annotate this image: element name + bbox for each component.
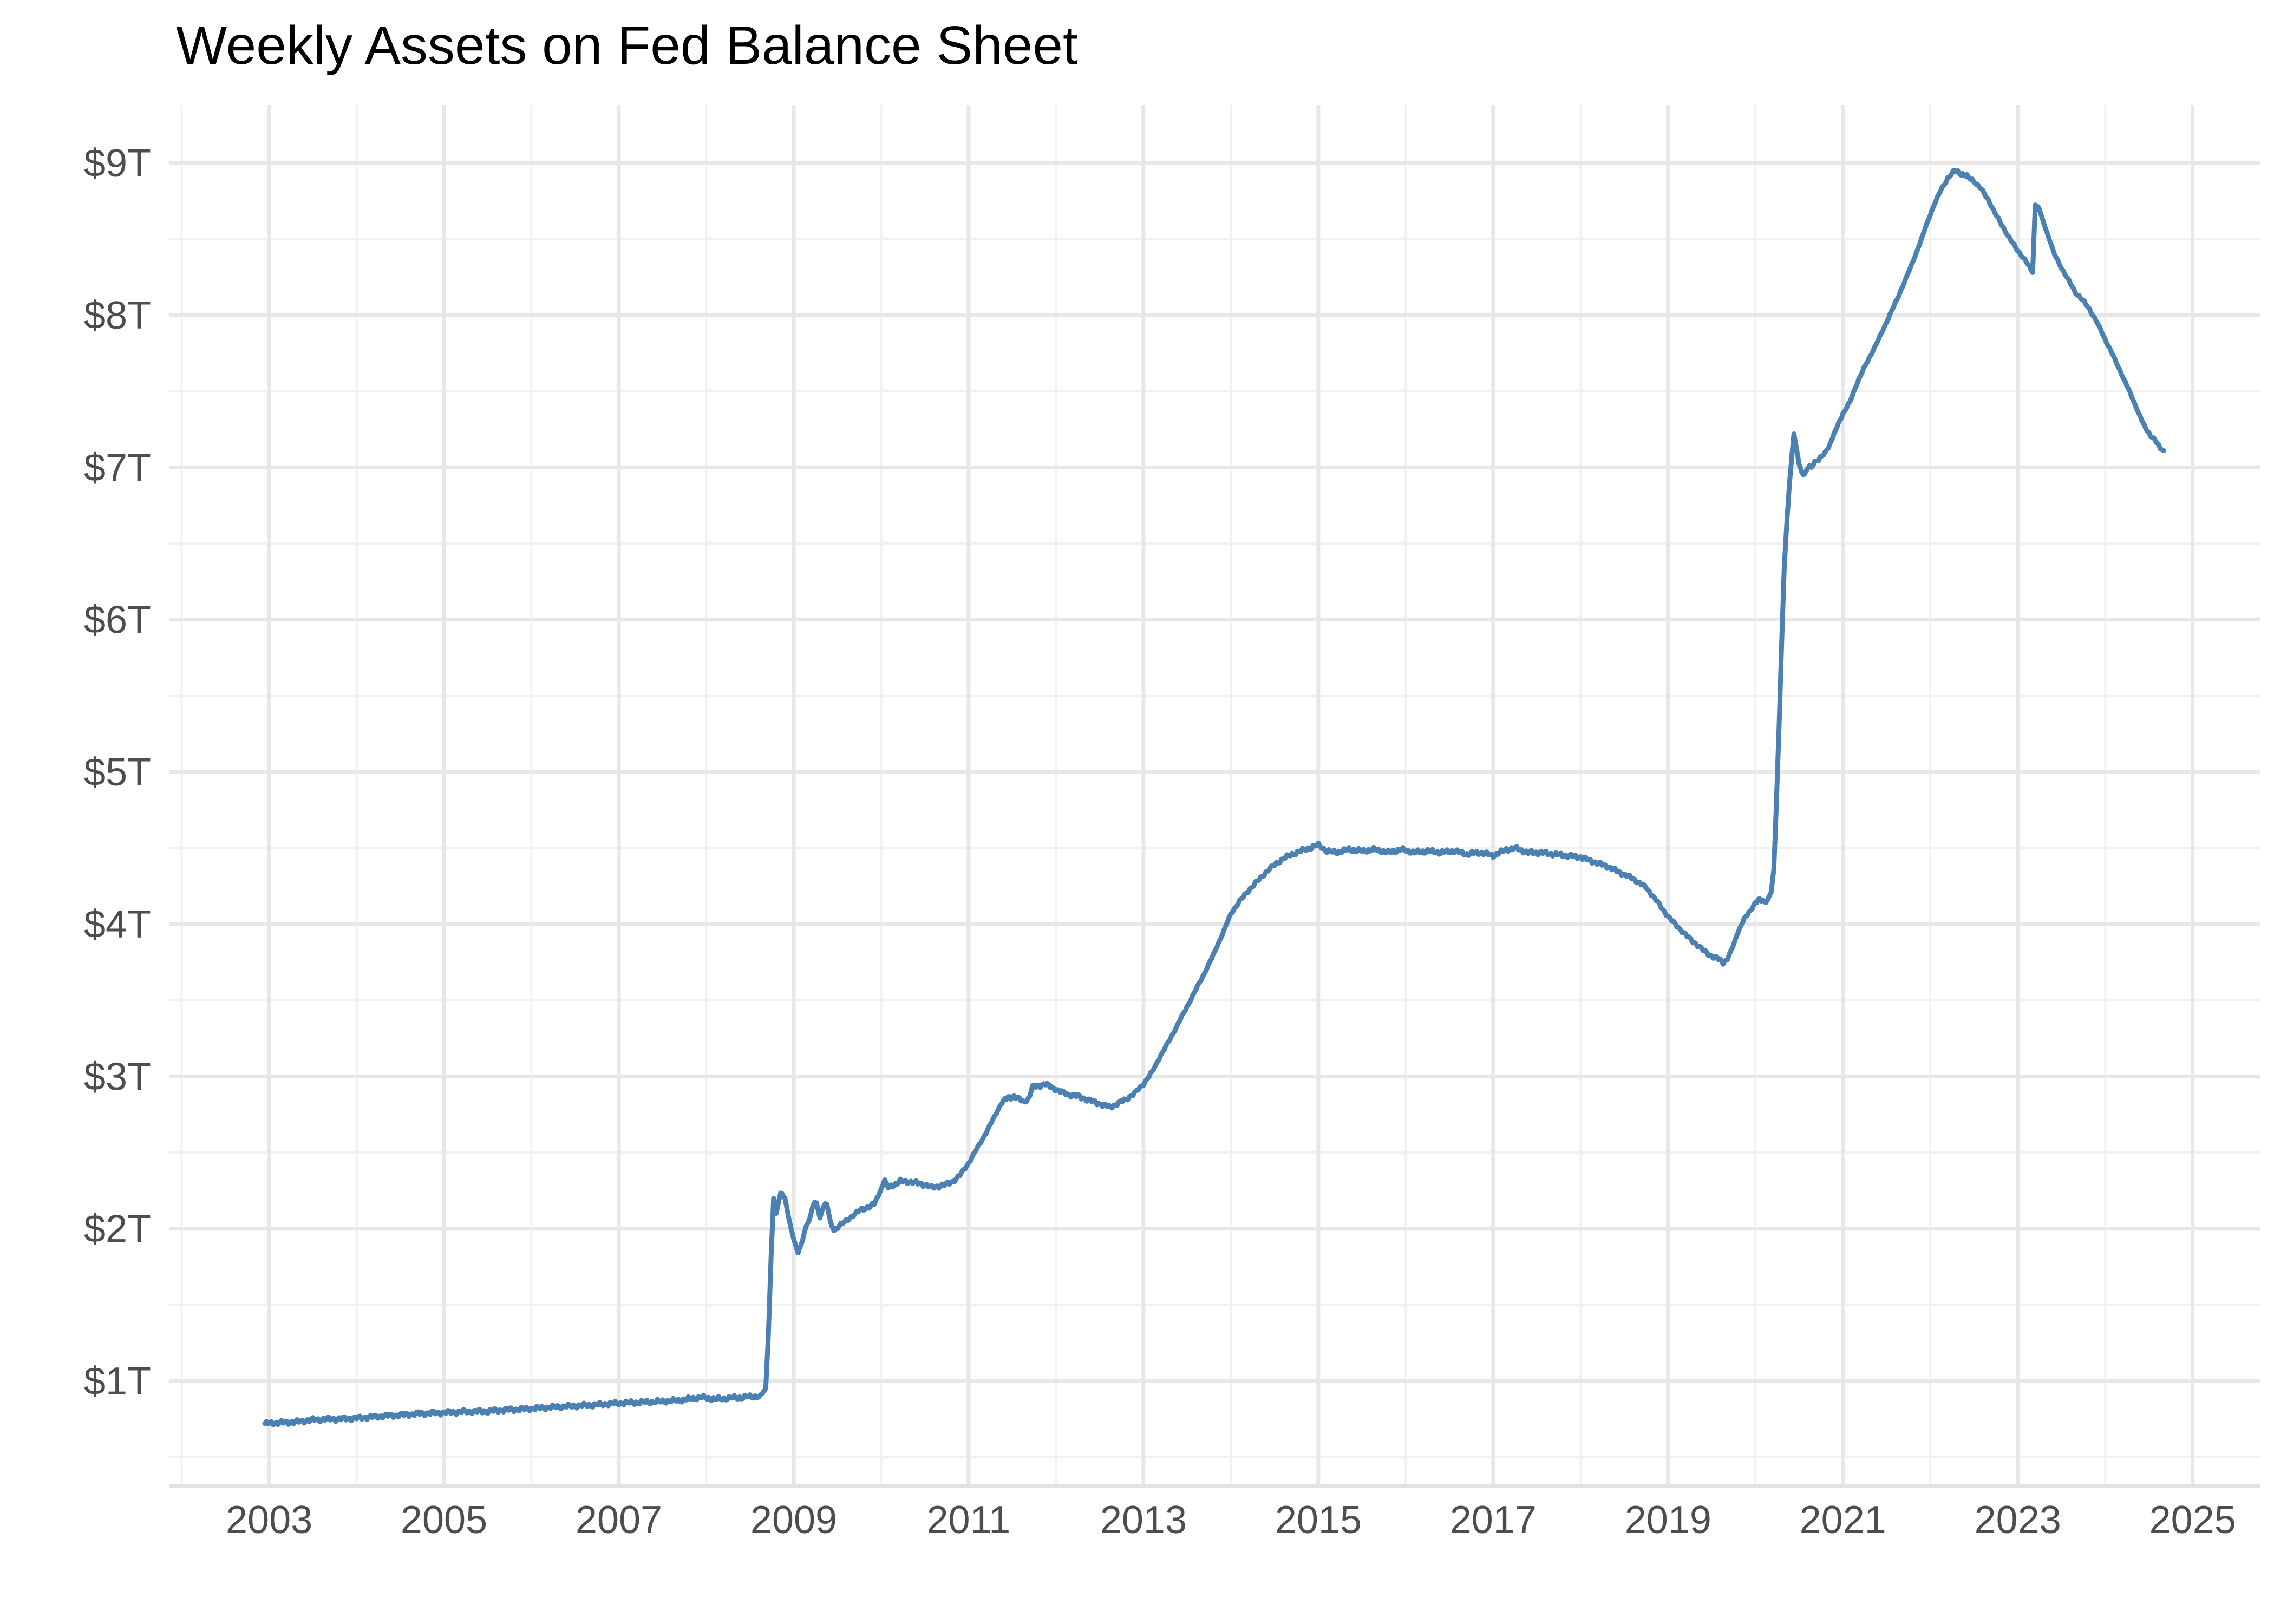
x-axis-tick-labels: 2003 2005 2007 2009 2011 2013 2015 2017 2019 2021… bbox=[226, 1498, 2236, 1542]
x-tick-label: 2025 bbox=[2149, 1498, 2236, 1542]
x-tick-label: 2007 bbox=[576, 1498, 662, 1542]
y-tick-label: $1T bbox=[84, 1360, 151, 1403]
series-line-fed-assets bbox=[262, 168, 2166, 1427]
y-tick-label: $5T bbox=[84, 751, 151, 794]
x-tick-label: 2015 bbox=[1275, 1498, 1362, 1542]
y-tick-label: $4T bbox=[84, 903, 151, 946]
y-tick-label: $3T bbox=[84, 1055, 151, 1098]
x-tick-label: 2017 bbox=[1450, 1498, 1537, 1542]
x-tick-label: 2021 bbox=[1800, 1498, 1886, 1542]
y-tick-label: $9T bbox=[84, 142, 151, 185]
y-tick-label: $8T bbox=[84, 294, 151, 337]
chart-title: Weekly Assets on Fed Balance Sheet bbox=[176, 15, 1078, 76]
y-tick-label: $7T bbox=[84, 446, 151, 489]
x-tick-label: 2005 bbox=[401, 1498, 487, 1542]
x-tick-label: 2013 bbox=[1100, 1498, 1187, 1542]
data-series-group bbox=[262, 168, 2166, 1427]
y-axis-tick-labels: $1T $2T $3T $4T $5T $6T $7T $8T $9T bbox=[84, 142, 151, 1403]
y-tick-label: $2T bbox=[84, 1208, 151, 1251]
x-tick-label: 2009 bbox=[750, 1498, 837, 1542]
gridlines-major bbox=[169, 105, 2260, 1486]
x-tick-label: 2019 bbox=[1625, 1498, 1711, 1542]
x-tick-label: 2011 bbox=[926, 1498, 1010, 1542]
x-tick-label: 2003 bbox=[226, 1498, 312, 1542]
y-tick-label: $6T bbox=[84, 599, 151, 642]
gridlines-minor bbox=[169, 105, 2260, 1486]
x-tick-label: 2023 bbox=[1975, 1498, 2061, 1542]
